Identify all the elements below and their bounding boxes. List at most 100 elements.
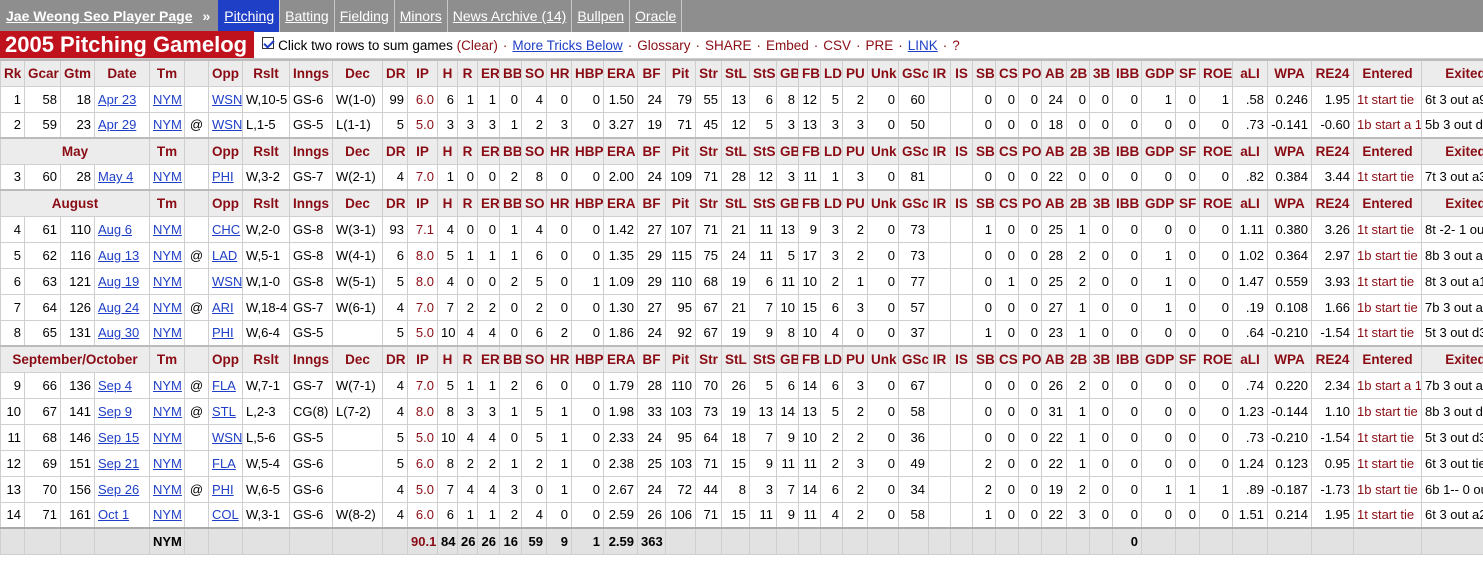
date-link[interactable]: Sep 15 — [98, 429, 140, 445]
cell-opp[interactable]: STL — [208, 397, 243, 425]
opp-link[interactable]: PHI — [212, 481, 234, 497]
col-header-wpa[interactable]: WPA — [1267, 345, 1312, 373]
date-link[interactable]: Sep 9 — [98, 403, 132, 419]
col-header-is[interactable]: IS — [950, 137, 973, 165]
opp-link[interactable]: WSN — [212, 273, 243, 289]
date-link[interactable]: Sep 26 — [98, 481, 140, 497]
col-header-date[interactable]: Date — [94, 59, 150, 87]
col-header-gb[interactable]: GB — [776, 189, 799, 217]
col-header-wpa[interactable]: WPA — [1267, 59, 1312, 87]
col-header-pu[interactable]: PU — [842, 189, 868, 217]
col-header-hr[interactable]: HR — [546, 59, 572, 87]
col-header-ip[interactable]: IP — [407, 137, 438, 165]
col-header-ld[interactable]: LD — [820, 189, 843, 217]
col-header-hbp[interactable]: HBP — [571, 189, 604, 217]
col-header-is[interactable]: IS — [950, 189, 973, 217]
col-header-pit[interactable]: Pit — [665, 189, 696, 217]
col-header-r[interactable]: R — [457, 345, 478, 373]
table-row[interactable]: 12 69 151 Sep 21 NYM FLA W,5-4 GS-6 5 6.0 8 2 2 1 2 1 0 2… — [0, 449, 1483, 477]
col-header-re24[interactable]: RE24 — [1311, 189, 1354, 217]
col-header-hr[interactable]: HR — [546, 345, 572, 373]
col-header-dr[interactable]: DR — [382, 137, 408, 165]
date-link[interactable]: Sep 4 — [98, 377, 132, 393]
col-header-gb[interactable]: GB — [776, 59, 799, 87]
col-header-2b[interactable]: 2B — [1066, 137, 1090, 165]
cell-tm[interactable]: NYM — [149, 215, 185, 243]
col-header-so[interactable]: SO — [521, 345, 547, 373]
cell-date[interactable]: Sep 4 — [94, 371, 150, 399]
cell-opp[interactable]: WSN — [208, 423, 243, 451]
col-header-h[interactable]: H — [437, 345, 458, 373]
col-header-sb[interactable]: SB — [972, 137, 996, 165]
date-link[interactable]: May 4 — [98, 169, 134, 185]
opp-link[interactable]: FLA — [212, 377, 236, 393]
col-header-ab[interactable]: AB — [1041, 59, 1067, 87]
col-header-ibb[interactable]: IBB — [1112, 189, 1142, 217]
col-header-gsc[interactable]: GSc — [898, 137, 929, 165]
col-header-er[interactable]: ER — [477, 59, 500, 87]
table-row[interactable]: 10 67 141 Sep 9 NYM @ STL L,2-3 CG(8) L(7-2) 4 8.0 8… — [0, 397, 1483, 425]
table-row[interactable]: 14 71 161 Oct 1 NYM COL W,3-1 GS-6 W(8-2) 4 6.0 6 1 1… — [0, 501, 1483, 529]
cell-tm[interactable]: NYM — [149, 267, 185, 295]
link-link[interactable]: LINK — [907, 37, 938, 53]
tm-link[interactable]: NYM — [153, 429, 182, 445]
date-link[interactable]: Sep 21 — [98, 455, 140, 471]
table-row[interactable]: 8 65 131 Aug 30 NYM PHI W,6-4 GS-5 5 5.0 10 4 4 0 6 2 0 1… — [0, 319, 1483, 347]
col-header-gdp[interactable]: GDP — [1141, 345, 1176, 373]
col-header-bb[interactable]: BB — [499, 137, 522, 165]
col-header-sf[interactable]: SF — [1175, 59, 1200, 87]
col-header-exited[interactable]: Exited — [1421, 189, 1483, 217]
embed-link[interactable]: Embed — [765, 37, 809, 53]
col-header-rk[interactable]: Rk — [0, 59, 25, 87]
date-link[interactable]: Aug 30 — [98, 325, 140, 341]
col-header-re24[interactable]: RE24 — [1311, 137, 1354, 165]
tm-link[interactable]: NYM — [153, 507, 182, 523]
col-header-opp[interactable]: Opp — [208, 189, 243, 217]
tm-link[interactable]: NYM — [153, 91, 182, 107]
col-header-is[interactable]: IS — [950, 59, 973, 87]
col-header-str[interactable]: Str — [695, 345, 722, 373]
opp-link[interactable]: PHI — [212, 169, 234, 185]
col-header-gdp[interactable]: GDP — [1141, 59, 1176, 87]
col-header-is[interactable]: IS — [950, 345, 973, 373]
col-header-pu[interactable]: PU — [842, 59, 868, 87]
col-header-tm[interactable]: Tm — [149, 345, 185, 373]
col-header-stl[interactable]: StL — [721, 137, 750, 165]
cell-opp[interactable]: LAD — [208, 241, 243, 269]
col-header-blank[interactable] — [184, 59, 209, 87]
col-header-entered[interactable]: Entered — [1353, 345, 1422, 373]
col-header-era[interactable]: ERA — [603, 137, 638, 165]
date-link[interactable]: Aug 13 — [98, 247, 140, 263]
col-header-era[interactable]: ERA — [603, 345, 638, 373]
col-header-cs[interactable]: CS — [995, 59, 1019, 87]
table-row[interactable]: 13 70 156 Sep 26 NYM @ PHI W,6-5 GS-6 4 5.0 7 4 4 3 0 1 0… — [0, 475, 1483, 503]
col-header-ip[interactable]: IP — [407, 345, 438, 373]
cell-date[interactable]: Sep 21 — [94, 449, 150, 477]
opp-link[interactable]: FLA — [212, 455, 236, 471]
col-header-entered[interactable]: Entered — [1353, 59, 1422, 87]
cell-date[interactable]: Sep 26 — [94, 475, 150, 503]
tab-batting[interactable]: Batting — [279, 0, 334, 32]
col-header-unk[interactable]: Unk — [867, 345, 899, 373]
col-header-ab[interactable]: AB — [1041, 345, 1067, 373]
col-header-gb[interactable]: GB — [776, 345, 799, 373]
csv-link[interactable]: CSV — [823, 37, 852, 53]
cell-opp[interactable]: PHI — [208, 319, 243, 347]
col-header-h[interactable]: H — [437, 59, 458, 87]
col-header-r[interactable]: R — [457, 137, 478, 165]
col-header-h[interactable]: H — [437, 137, 458, 165]
cell-date[interactable]: Aug 24 — [94, 293, 150, 321]
tm-link[interactable]: NYM — [153, 221, 182, 237]
col-header-rslt[interactable]: Rslt — [242, 137, 290, 165]
col-header-hbp[interactable]: HBP — [571, 345, 604, 373]
col-header-hbp[interactable]: HBP — [571, 137, 604, 165]
col-header-inngs[interactable]: Inngs — [289, 59, 333, 87]
cell-tm[interactable]: NYM — [149, 501, 185, 529]
col-header-3b[interactable]: 3B — [1089, 345, 1113, 373]
clear-link[interactable]: (Clear) — [456, 37, 498, 53]
col-header-gb[interactable]: GB — [776, 137, 799, 165]
cell-opp[interactable]: PHI — [208, 475, 243, 503]
opp-link[interactable]: COL — [212, 507, 239, 523]
col-header-cs[interactable]: CS — [995, 345, 1019, 373]
col-header-3b[interactable]: 3B — [1089, 137, 1113, 165]
